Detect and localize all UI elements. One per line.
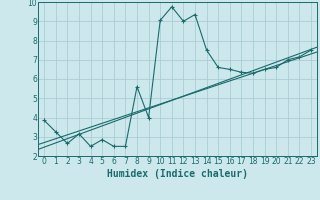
X-axis label: Humidex (Indice chaleur): Humidex (Indice chaleur) xyxy=(107,169,248,179)
